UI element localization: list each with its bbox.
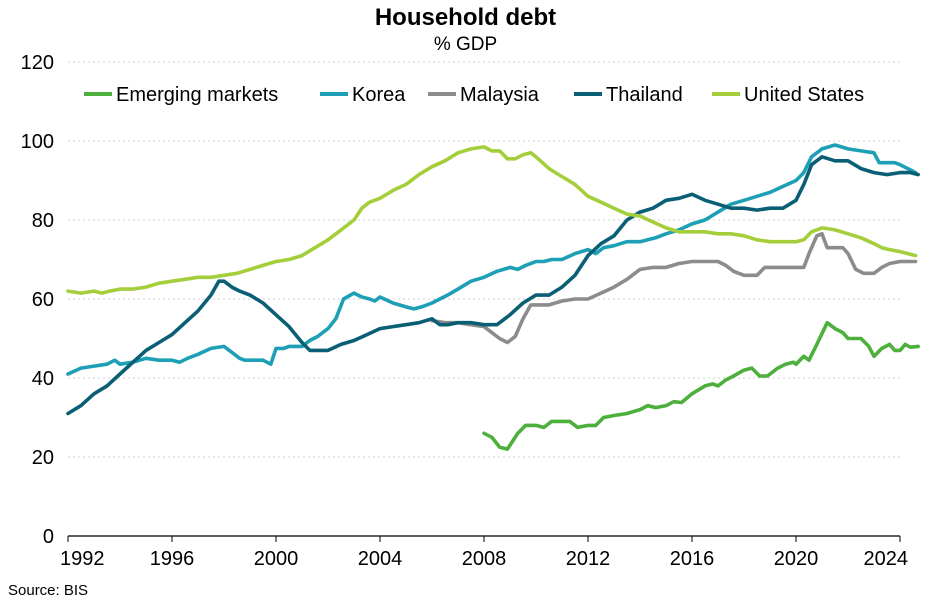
- y-tick-label: 40: [32, 368, 54, 390]
- y-tick-label: 80: [32, 210, 54, 232]
- x-tick-label: 2016: [670, 548, 715, 570]
- legend-label: Korea: [352, 84, 406, 106]
- chart-title: Household debt: [374, 4, 557, 31]
- y-tick-label: 60: [32, 289, 54, 311]
- x-tick-label: 2004: [358, 548, 403, 570]
- legend-label: United States: [744, 84, 864, 106]
- y-tick-label: 100: [21, 131, 54, 153]
- legend: Emerging markets Korea Malaysia Thailand Uni…: [84, 84, 864, 106]
- axes: 0 20 40 60 80 100 120 1992 1996 2000 2004 2008 2012 2…: [21, 52, 908, 570]
- legend-label: Thailand: [606, 84, 683, 106]
- legend-label: Malaysia: [460, 84, 540, 106]
- series-line-emerging-markets: [482, 320, 920, 451]
- y-tick-label: 120: [21, 52, 54, 74]
- series-lines: [66, 143, 920, 451]
- x-tick-label: 2000: [254, 548, 299, 570]
- x-tick-label: 2008: [462, 548, 507, 570]
- legend-item: Korea: [320, 84, 406, 106]
- x-tick-label: 2012: [566, 548, 611, 570]
- legend-item: Thailand: [574, 84, 683, 106]
- legend-item: Malaysia: [428, 84, 540, 106]
- legend-label: Emerging markets: [116, 84, 278, 106]
- x-tick-label: 1992: [60, 548, 105, 570]
- x-tick-label: 2024: [864, 548, 909, 570]
- series-line-thailand: [66, 155, 920, 416]
- source-note: Source: BIS: [8, 582, 89, 599]
- gridlines: [68, 61, 900, 458]
- x-tick-label: 1996: [150, 548, 195, 570]
- y-tick-label: 0: [43, 526, 54, 548]
- chart-subtitle: % GDP: [433, 34, 498, 55]
- series-line-united-states: [66, 145, 918, 295]
- y-tick-label: 20: [32, 447, 54, 469]
- legend-item: United States: [712, 84, 864, 106]
- x-tick-label: 2020: [774, 548, 819, 570]
- legend-item: Emerging markets: [84, 84, 278, 106]
- series-line-korea: [66, 143, 918, 376]
- series-line-malaysia: [430, 232, 918, 345]
